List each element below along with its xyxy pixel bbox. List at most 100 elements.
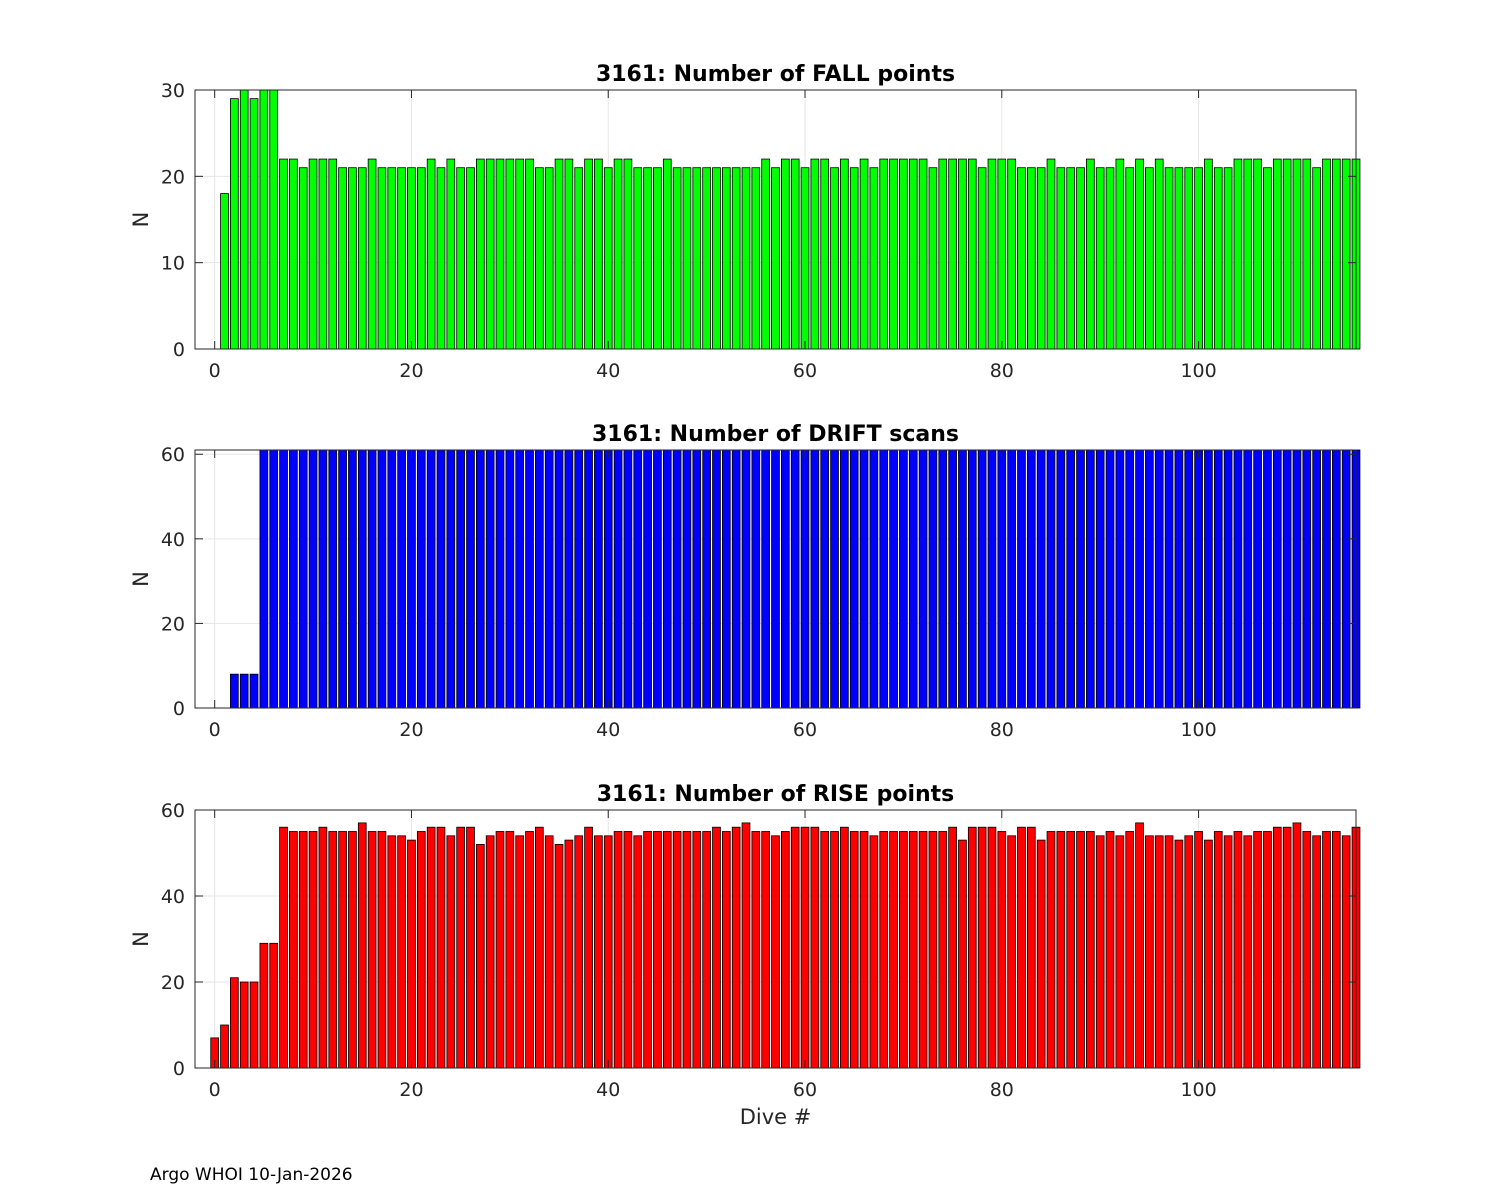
bar: [908, 449, 918, 709]
bar: [475, 844, 485, 1069]
bar: [1046, 449, 1056, 709]
bar: [289, 449, 298, 709]
bar: [338, 167, 347, 350]
bar: [348, 449, 357, 709]
bar: [594, 158, 603, 350]
bar: [544, 835, 554, 1069]
bar: [810, 158, 820, 350]
bar: [308, 158, 318, 350]
bar: [230, 977, 239, 1069]
bar: [1174, 839, 1184, 1069]
bar: [1312, 449, 1321, 709]
x-tick-label: 100: [1180, 360, 1216, 382]
chart-title: 3161: Number of FALL points: [596, 62, 955, 87]
bar: [761, 158, 770, 350]
bar: [1233, 831, 1243, 1069]
bar: [239, 673, 249, 709]
bar: [987, 158, 997, 350]
bar: [928, 449, 938, 709]
bar: [554, 844, 564, 1069]
bar: [239, 981, 249, 1069]
bar: [790, 449, 800, 709]
y-tick-label: 0: [173, 698, 185, 720]
bar: [584, 158, 593, 350]
bar: [1322, 449, 1331, 709]
bar: [485, 158, 495, 350]
bar: [505, 158, 515, 350]
bar: [259, 449, 269, 709]
bar: [1086, 449, 1095, 709]
bar: [761, 831, 770, 1069]
y-tick-label: 20: [161, 613, 185, 635]
bar: [1174, 449, 1184, 709]
bar: [1194, 167, 1203, 350]
bar: [407, 449, 416, 709]
bar: [1292, 822, 1302, 1069]
bar: [1145, 167, 1154, 350]
bar: [820, 158, 830, 350]
bar: [869, 449, 879, 709]
bar: [397, 449, 406, 709]
bar: [1263, 167, 1272, 350]
bar: [1135, 822, 1144, 1069]
bar: [682, 449, 692, 709]
bar: [859, 831, 869, 1069]
bar: [967, 826, 977, 1069]
bar: [1076, 449, 1085, 709]
bar: [1312, 167, 1321, 350]
x-tick-label: 40: [596, 1079, 620, 1101]
bar: [475, 449, 485, 709]
bar: [416, 831, 426, 1069]
bar: [1115, 835, 1125, 1069]
bar: [298, 449, 308, 709]
bar: [495, 449, 505, 709]
bar: [840, 449, 849, 709]
bar: [495, 831, 505, 1069]
x-tick-label: 40: [596, 360, 620, 382]
bar: [259, 89, 269, 350]
chart-panel-3: 0 20 40 60 80 100 0 20 40 60 3161: Number of RISE …: [129, 782, 1361, 1129]
bar: [771, 449, 780, 709]
bar: [1095, 835, 1105, 1069]
bar: [1223, 167, 1233, 350]
bar: [859, 158, 869, 350]
bar: [967, 158, 977, 350]
bar: [908, 831, 918, 1069]
bar: [781, 831, 790, 1069]
bar: [298, 167, 308, 350]
x-tick-label: 20: [399, 360, 423, 382]
bar: [1125, 831, 1135, 1069]
bar: [466, 167, 475, 350]
bar: [1341, 158, 1351, 350]
bar: [1233, 158, 1243, 350]
bar: [554, 158, 564, 350]
bar: [603, 835, 613, 1069]
bar: [653, 449, 662, 709]
bar: [1272, 449, 1282, 709]
y-tick-label: 40: [161, 886, 185, 908]
bar: [298, 831, 308, 1069]
bar: [426, 158, 436, 350]
bar: [249, 673, 259, 709]
x-axis-label: Dive #: [740, 1105, 812, 1129]
bar: [928, 167, 938, 350]
bar: [1302, 449, 1312, 709]
bar: [436, 167, 446, 350]
bar: [1056, 449, 1066, 709]
bar: [672, 831, 682, 1069]
bar: [830, 831, 839, 1069]
chart-title: 3161: Number of DRIFT scans: [592, 422, 959, 447]
bar: [1194, 831, 1203, 1069]
bar: [279, 158, 288, 350]
bar: [938, 449, 948, 709]
bar: [938, 158, 948, 350]
bar: [269, 449, 279, 709]
bar: [899, 158, 908, 350]
bar: [466, 449, 475, 709]
bar: [328, 158, 338, 350]
bar: [1076, 831, 1085, 1069]
bar: [1331, 449, 1341, 709]
bar: [692, 167, 702, 350]
bar: [308, 831, 318, 1069]
bar: [849, 831, 859, 1069]
